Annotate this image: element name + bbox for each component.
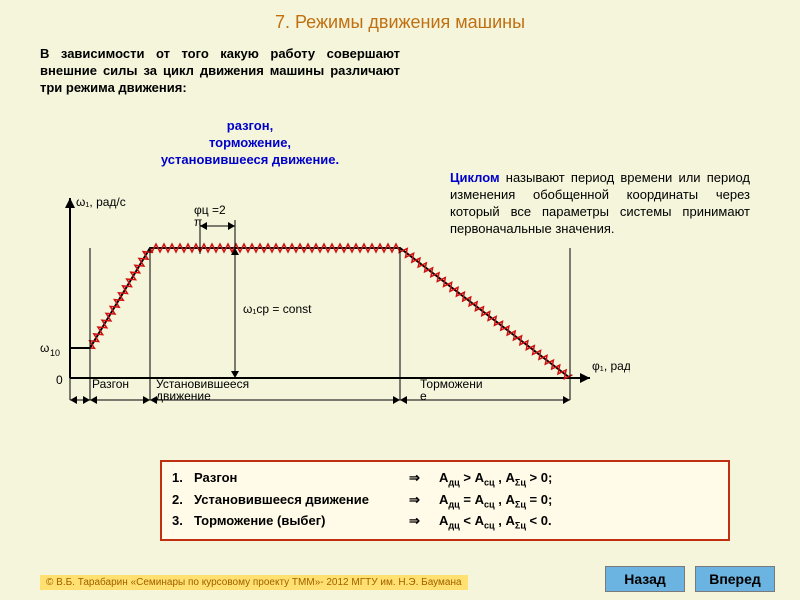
svg-text:движение: движение [156, 389, 211, 403]
formula-row: 1.Разгон⇒Aдц > Aсц , AΣц > 0; [172, 468, 718, 490]
svg-text:10: 10 [50, 348, 60, 358]
omega-diagram: ω100ω₁, рад/сφ₁, радРазгонУстановившееся… [30, 188, 630, 428]
svg-text:Разгон: Разгон [92, 377, 129, 391]
svg-text:Торможени: Торможени [420, 377, 483, 391]
cycle-keyword: Циклом [450, 170, 500, 185]
forward-button[interactable]: Вперед [695, 566, 775, 592]
svg-text:π: π [194, 215, 202, 229]
svg-text:ω: ω [40, 341, 49, 355]
back-button[interactable]: Назад [605, 566, 685, 592]
page-title: 7. Режимы движения машины [0, 0, 800, 33]
modes-list: разгон,торможение,установившееся движени… [120, 118, 380, 169]
formula-row: 2.Установившееся движение⇒Aдц = Aсц , AΣ… [172, 490, 718, 512]
svg-text:ω₁, рад/с: ω₁, рад/с [76, 195, 126, 209]
formula-row: 3.Торможение (выбег)⇒Aдц < Aсц , AΣц < 0… [172, 511, 718, 533]
intro-text: В зависимости от того какую работу совер… [40, 46, 400, 97]
svg-text:ω₁ср = const: ω₁ср = const [243, 302, 312, 316]
copyright: © В.Б. Тарабарин «Семинары по курсовому … [40, 575, 468, 590]
svg-text:φ₁, рад: φ₁, рад [592, 359, 630, 373]
formula-box: 1.Разгон⇒Aдц > Aсц , AΣц > 0;2.Установив… [160, 460, 730, 541]
svg-text:0: 0 [56, 373, 63, 387]
svg-text:е: е [420, 389, 427, 403]
